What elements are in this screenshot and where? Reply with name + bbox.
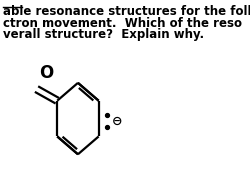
Text: verall structure?  Explain why.: verall structure? Explain why. (2, 28, 204, 41)
Text: ⊖: ⊖ (112, 115, 123, 128)
Text: O: O (39, 64, 53, 82)
Text: ctron movement.  Which of the reso: ctron movement. Which of the reso (2, 17, 242, 30)
Text: able resonance structures for the follo: able resonance structures for the follo (2, 5, 250, 18)
